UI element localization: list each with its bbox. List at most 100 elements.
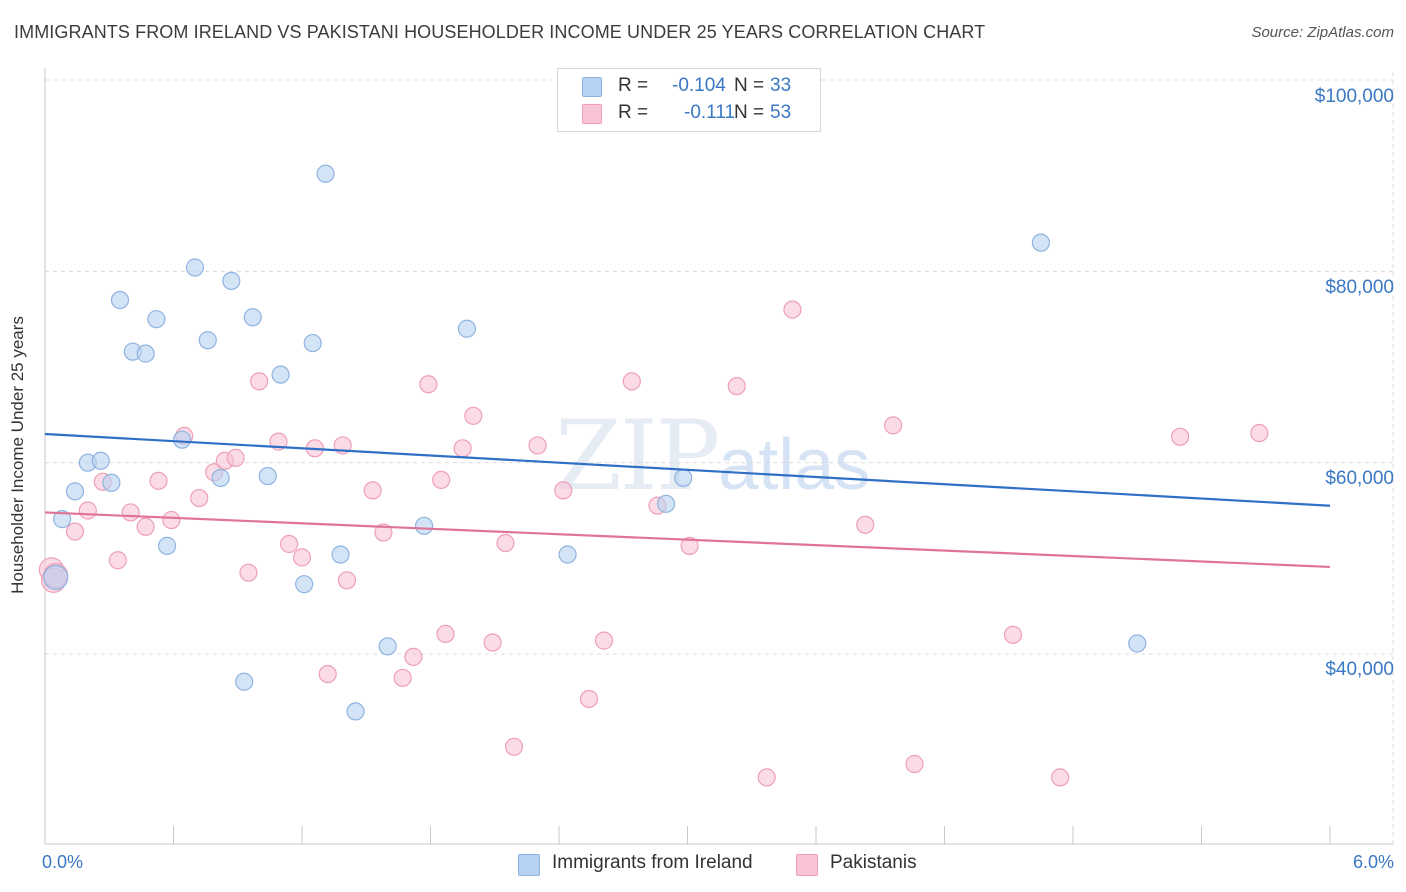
stats-legend: R = -0.104 N = 33 R = -0.111 N = 53 bbox=[557, 68, 821, 132]
data-point bbox=[65, 522, 85, 541]
trend-lines bbox=[44, 432, 1331, 569]
data-point bbox=[190, 488, 209, 508]
data-point bbox=[1170, 427, 1190, 446]
y-tick-label-40000: $40,000 bbox=[1325, 659, 1394, 680]
data-point bbox=[414, 516, 434, 535]
data-point bbox=[337, 571, 357, 590]
y-axis-label: Householder Income Under 25 years bbox=[8, 316, 27, 594]
r-label: R = bbox=[618, 102, 649, 123]
data-point bbox=[453, 439, 472, 458]
data-point bbox=[622, 372, 641, 391]
data-point bbox=[211, 468, 230, 488]
data-point bbox=[222, 271, 241, 290]
x-tick-marks bbox=[173, 826, 1331, 844]
data-point bbox=[674, 468, 693, 488]
data-point bbox=[243, 308, 262, 327]
data-point bbox=[110, 290, 130, 310]
data-point bbox=[53, 510, 72, 529]
data-point bbox=[757, 768, 776, 787]
data-point bbox=[198, 331, 217, 350]
data-point bbox=[65, 482, 85, 501]
data-point bbox=[783, 300, 802, 319]
watermark-atlas: atlas bbox=[718, 425, 871, 505]
data-point bbox=[185, 258, 205, 277]
n-value: 53 bbox=[770, 102, 792, 123]
data-point bbox=[239, 563, 258, 582]
data-point bbox=[457, 319, 477, 338]
watermark-zip: ZIP bbox=[555, 400, 720, 512]
trend-line-pakistanis bbox=[44, 511, 1331, 569]
r-label: R = bbox=[618, 75, 649, 96]
data-point bbox=[226, 448, 245, 467]
data-point bbox=[404, 647, 423, 666]
y-tick-label-60000: $60,000 bbox=[1325, 468, 1394, 489]
data-point bbox=[149, 471, 168, 490]
data-point bbox=[280, 534, 299, 554]
data-point bbox=[656, 494, 676, 513]
data-point bbox=[295, 575, 314, 594]
y-tick-label-80000: $80,000 bbox=[1325, 277, 1394, 298]
data-point bbox=[147, 310, 166, 329]
data-point bbox=[378, 637, 397, 656]
data-point bbox=[136, 344, 155, 363]
data-point bbox=[483, 633, 502, 652]
chart-title: IMMIGRANTS FROM IRELAND VS PAKISTANI HOU… bbox=[14, 22, 986, 42]
n-label: N = bbox=[734, 102, 765, 123]
data-point bbox=[102, 473, 121, 492]
n-value: 33 bbox=[770, 75, 792, 96]
pakistani-swatch bbox=[582, 104, 602, 124]
data-point bbox=[856, 515, 875, 534]
data-point bbox=[318, 664, 337, 684]
data-point bbox=[108, 551, 127, 570]
data-point bbox=[1128, 634, 1147, 653]
series-ireland bbox=[43, 164, 1147, 721]
legend-item-pakistanis[interactable]: Pakistanis bbox=[796, 852, 936, 876]
data-point bbox=[680, 536, 699, 555]
data-point bbox=[594, 631, 614, 650]
pakistani-legend-swatch bbox=[796, 854, 818, 876]
axes bbox=[44, 68, 1393, 845]
data-point bbox=[374, 523, 393, 542]
legend-label: Immigrants from Ireland bbox=[552, 852, 753, 873]
data-point bbox=[331, 545, 350, 564]
source-credit: Source: ZipAtlas.com bbox=[1251, 24, 1394, 41]
data-point bbox=[883, 416, 903, 435]
trend-line-ireland bbox=[44, 432, 1331, 507]
data-point bbox=[1003, 625, 1023, 644]
data-point bbox=[91, 451, 110, 470]
data-point bbox=[316, 164, 335, 183]
data-point bbox=[464, 406, 483, 425]
legend-label: Pakistanis bbox=[830, 852, 917, 873]
ireland-swatch bbox=[582, 77, 602, 97]
data-point bbox=[162, 510, 181, 530]
watermark: ZIPatlas bbox=[555, 400, 870, 512]
data-point bbox=[1250, 423, 1269, 443]
data-point bbox=[43, 564, 69, 591]
data-point bbox=[432, 470, 451, 489]
data-point bbox=[905, 754, 924, 774]
x-tick-label-max: 6.0% bbox=[1352, 852, 1394, 872]
data-point bbox=[78, 501, 97, 520]
data-point bbox=[727, 377, 746, 396]
y-tick-label-100000: $100,000 bbox=[1314, 86, 1394, 107]
data-point bbox=[157, 536, 177, 555]
r-value: -0.111 bbox=[684, 102, 736, 123]
data-point bbox=[303, 333, 322, 353]
n-label: N = bbox=[734, 75, 765, 96]
r-value: -0.104 bbox=[672, 75, 726, 96]
legend-item-ireland[interactable]: Immigrants from Ireland bbox=[518, 852, 778, 876]
data-point bbox=[136, 517, 155, 536]
data-point bbox=[419, 375, 438, 394]
data-point bbox=[528, 436, 547, 455]
x-tick-label-min: 0.0% bbox=[42, 852, 84, 872]
data-point bbox=[393, 668, 412, 688]
data-point bbox=[346, 702, 365, 721]
data-point bbox=[235, 672, 254, 691]
data-point bbox=[504, 737, 524, 756]
data-point bbox=[1031, 233, 1050, 252]
data-point bbox=[558, 545, 577, 564]
data-point bbox=[172, 430, 192, 449]
data-point bbox=[1051, 768, 1070, 787]
data-point bbox=[258, 466, 277, 486]
